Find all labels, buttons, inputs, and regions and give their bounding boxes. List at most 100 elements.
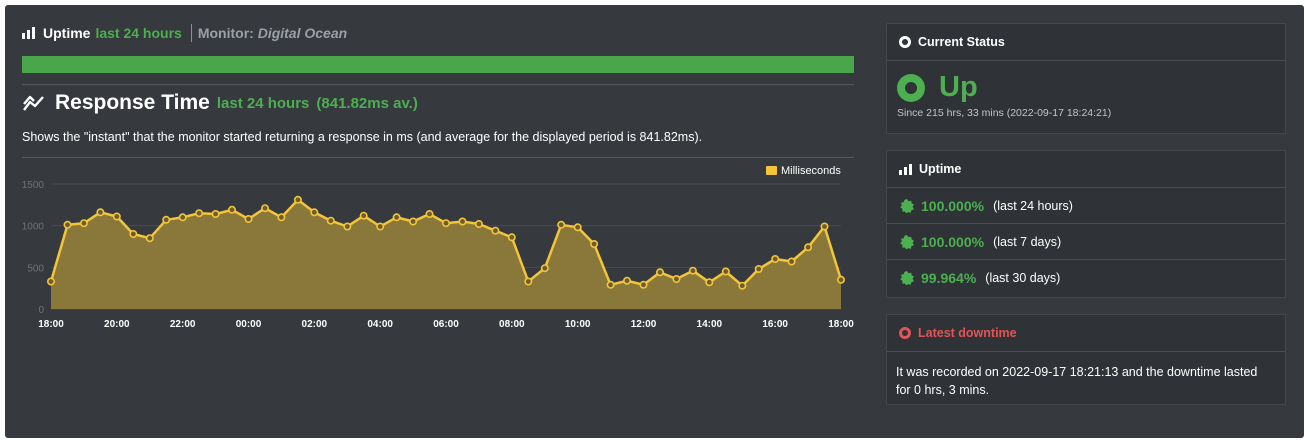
data-point xyxy=(293,195,302,204)
data-point xyxy=(524,277,533,286)
data-point xyxy=(96,208,105,217)
data-point xyxy=(573,223,582,232)
uptime-card-header: Uptime xyxy=(887,151,1285,188)
response-time-heading: Response Time xyxy=(55,91,210,114)
y-tick-label: 1000 xyxy=(22,222,45,233)
uptime-period: (last 24 hours) xyxy=(993,198,1073,213)
data-point xyxy=(63,220,72,229)
data-point xyxy=(343,222,352,231)
uptime-row: 99.964% (last 30 days) xyxy=(887,259,1285,295)
data-point xyxy=(787,257,796,266)
status-since: Since 215 hrs, 33 mins (2022-09-17 18:24… xyxy=(897,107,1112,119)
divider xyxy=(22,157,854,158)
x-tick-label: 18:00 xyxy=(38,319,64,330)
latest-downtime-text: It was recorded on 2022-09-17 18:21:13 a… xyxy=(896,365,1258,397)
badge-check-icon xyxy=(900,198,914,213)
data-point xyxy=(392,213,401,222)
response-time-description: Shows the "instant" that the monitor sta… xyxy=(22,130,703,144)
uptime-card: Uptime 100.000% (last 24 hours) 100.000% (l… xyxy=(886,150,1286,298)
uptime-header: Uptime last 24 hours Monitor: Digital Oc… xyxy=(22,23,347,43)
uptime-label: Uptime xyxy=(43,25,91,41)
legend-swatch xyxy=(766,166,777,175)
data-point xyxy=(244,215,253,224)
circle-dot-icon xyxy=(899,327,911,339)
response-time-title: Response Time last 24 hours (841.82ms av… xyxy=(22,88,418,118)
uptime-percent: 100.000% xyxy=(921,233,985,250)
data-point xyxy=(46,277,55,286)
circle-dot-icon xyxy=(899,36,911,48)
data-point xyxy=(129,230,138,239)
x-tick-label: 16:00 xyxy=(762,319,788,330)
x-tick-label: 00:00 xyxy=(236,319,262,330)
current-status-card: Current Status Up Since 215 hrs, 33 mins… xyxy=(886,23,1286,134)
uptime-row: 100.000% (last 7 days) xyxy=(887,223,1285,259)
data-point xyxy=(79,219,88,228)
data-point xyxy=(721,267,730,276)
data-point xyxy=(145,234,154,243)
badge-check-icon xyxy=(900,234,914,249)
latest-downtime-title: Latest downtime xyxy=(918,326,1017,340)
data-point xyxy=(228,205,237,214)
data-point xyxy=(672,274,681,283)
status-up-icon xyxy=(897,73,925,102)
bar-chart-icon xyxy=(22,27,35,39)
x-tick-label: 12:00 xyxy=(631,319,657,330)
x-tick-label: 02:00 xyxy=(302,319,328,330)
data-point xyxy=(507,233,516,242)
current-status-header: Current Status xyxy=(887,24,1285,61)
badge-check-icon xyxy=(900,270,914,285)
latest-downtime-header: Latest downtime xyxy=(887,315,1285,352)
header-separator xyxy=(190,24,192,42)
data-point xyxy=(754,264,763,273)
data-point xyxy=(622,276,631,285)
data-point xyxy=(820,222,829,231)
status-value: Up xyxy=(939,71,978,103)
monitor-name: Digital Ocean xyxy=(257,25,348,41)
x-tick-label: 08:00 xyxy=(499,319,525,330)
data-point xyxy=(474,220,483,229)
data-point xyxy=(178,213,187,222)
uptime-period: (last 7 days) xyxy=(993,234,1062,249)
data-point xyxy=(277,213,286,222)
data-point xyxy=(639,280,648,289)
x-tick-label: 04:00 xyxy=(367,319,393,330)
data-point xyxy=(606,280,615,289)
line-chart-icon xyxy=(23,95,44,111)
x-tick-label: 14:00 xyxy=(697,319,723,330)
data-point xyxy=(260,204,269,213)
x-tick-label: 06:00 xyxy=(433,319,459,330)
data-point xyxy=(836,275,845,284)
x-tick-label: 22:00 xyxy=(170,319,196,330)
data-point xyxy=(441,219,450,228)
y-tick-label: 0 xyxy=(38,305,44,316)
uptime-period: (last 30 days) xyxy=(985,270,1061,285)
data-point xyxy=(557,220,566,229)
uptime-percent: 99.964% xyxy=(921,269,977,286)
divider xyxy=(22,84,854,85)
current-status-title: Current Status xyxy=(918,35,1005,49)
data-point xyxy=(540,264,549,273)
data-point xyxy=(655,268,664,277)
response-time-average: (841.82ms av.) xyxy=(316,94,418,112)
data-point xyxy=(688,266,697,275)
y-tick-label: 500 xyxy=(27,263,44,274)
y-tick-label: 1500 xyxy=(22,180,45,191)
latest-downtime-card: Latest downtime It was recorded on 2022-… xyxy=(886,314,1286,405)
x-tick-label: 18:00 xyxy=(828,319,854,330)
series-area xyxy=(51,199,841,309)
data-point xyxy=(359,211,368,220)
data-point xyxy=(162,215,171,224)
data-point xyxy=(771,255,780,264)
uptime-row: 100.000% (last 24 hours) xyxy=(887,188,1285,223)
uptime-period: last 24 hours xyxy=(95,25,182,41)
data-point xyxy=(425,210,434,219)
data-point xyxy=(326,216,335,225)
data-point xyxy=(804,243,813,252)
data-point xyxy=(195,209,204,218)
data-point xyxy=(590,240,599,249)
data-point xyxy=(112,212,121,221)
data-point xyxy=(705,278,714,287)
uptime-percent: 100.000% xyxy=(921,197,985,214)
data-point xyxy=(409,217,418,226)
x-tick-label: 20:00 xyxy=(104,319,130,330)
